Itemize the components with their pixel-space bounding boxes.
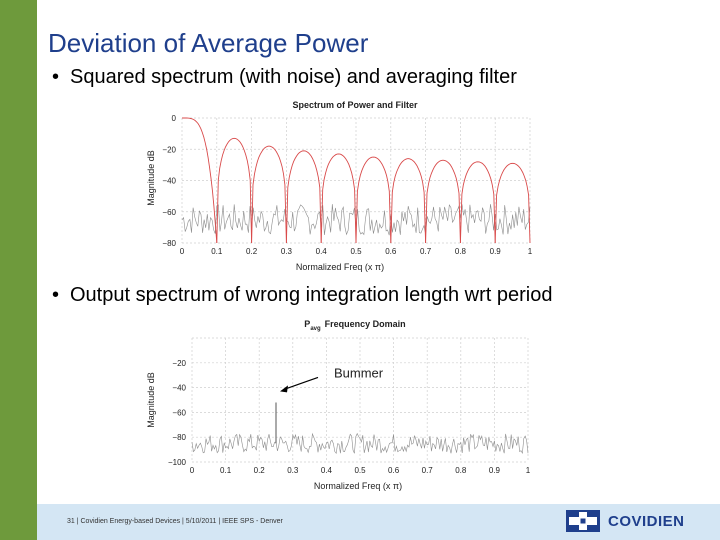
chart-2-x-tick-label: 0.7 (422, 466, 434, 475)
footer-bar: 31 | Covidien Energy-based Devices | 5/1… (37, 504, 720, 540)
chart-1-filter-lobe (182, 117, 218, 244)
chart-2-title-p: P (304, 319, 310, 329)
chart-2-plot-area: 0 0.1 0.2 0.3 0.4 0.5 0.6 0.7 0.8 0.9 1 −20 −40 −60 −8… (168, 337, 531, 475)
chart-1-y-tick-label: −60 (162, 208, 176, 217)
chart-2-x-tick-label: 0.3 (287, 466, 299, 475)
chart-2-annotation-arrow (283, 376, 319, 390)
chart-1-x-tick-label: 0.1 (211, 247, 223, 256)
chart-1-y-tick-label: −80 (162, 239, 176, 248)
chart-1-filter-lobe (355, 156, 392, 244)
chart-2-x-tick-label: 0 (190, 466, 195, 475)
chart-1-x-tick-label: 0.4 (316, 247, 328, 256)
chart-2-xlabel: Normalized Freq (x π) (314, 481, 402, 491)
chart-1-x-tick-label: 0 (180, 247, 185, 256)
chart-1-x-tick-label: 0.6 (385, 247, 397, 256)
chart-1-x-tick-label: 1 (528, 247, 533, 256)
chart-1-filter-lobe (251, 145, 287, 244)
chart-1-filter-lobe (425, 159, 461, 244)
sidebar-accent (0, 0, 37, 540)
chart-2-y-tick-label: −20 (172, 359, 186, 368)
bullet-item-1: • Squared spectrum (with noise) and avera… (52, 66, 517, 89)
chart-1-x-tick-label: 0.8 (455, 247, 467, 256)
bullet-marker: • (52, 284, 60, 306)
chart-1-ylabel: Magnitude dB (146, 150, 156, 206)
chart-2-title-rest: Frequency Domain (325, 319, 406, 329)
chart-2-x-tick-label: 0.6 (388, 466, 400, 475)
bullet-text-1: Squared spectrum (with noise) and averag… (70, 66, 517, 88)
chart-2-x-tick-label: 1 (526, 466, 531, 475)
logo-text: COVIDIEN (608, 512, 685, 530)
chart-2-x-tick-label: 0.1 (220, 466, 232, 475)
chart-2-x-tick-label: 0.8 (455, 466, 467, 475)
chart-2-y-tick-label: −100 (168, 458, 187, 467)
chart-1-title: Spectrum of Power and Filter (292, 100, 418, 110)
bullet-text-2: Output spectrum of wrong integration len… (70, 284, 553, 306)
covidien-cross-icon (566, 510, 600, 532)
chart-2-x-tick-label: 0.2 (254, 466, 266, 475)
chart-2-annotation-label: Bummer (334, 365, 384, 380)
chart-1-filter-lobe (216, 137, 253, 244)
chart-2-title-sub: avg (310, 326, 321, 332)
chart-1-filter-lobe (459, 161, 496, 244)
chart-1-y-tick-label: −20 (162, 145, 176, 154)
chart-2-ylabel: Magnitude dB (146, 372, 156, 428)
chart-1-plot-area: 0 0.1 0.2 0.3 0.4 0.5 0.6 0.7 0.8 0.9 1 0 −20 −40 −60 −… (162, 114, 532, 256)
chart-2-x-tick-label: 0.4 (321, 466, 333, 475)
chart-1-y-tick-label: −40 (162, 177, 176, 186)
chart-1-x-tick-label: 0.7 (420, 247, 432, 256)
chart-pavg-frequency-domain: Pavg Frequency Domain 0 0.1 0.2 0.3 0.4 0.5 0.6… (146, 319, 531, 491)
chart-1-filter-lobe (494, 162, 531, 244)
chart-2-annotation-arrowhead (280, 385, 288, 393)
chart-1-y-tick-label: 0 (172, 114, 177, 123)
chart-2-y-tick-label: −80 (172, 433, 186, 442)
chart-1-x-tick-label: 0.5 (350, 247, 362, 256)
chart-1-x-tick-label: 0.9 (490, 247, 502, 256)
chart-1-x-tick-label: 0.3 (281, 247, 293, 256)
chart-2-y-tick-label: −40 (172, 384, 186, 393)
chart-2-y-tick-label: −60 (172, 408, 186, 417)
chart-2-x-tick-label: 0.5 (354, 466, 366, 475)
chart-spectrum-power-filter: Spectrum of Power and Filter 0 0.1 0.2 0.3 0… (146, 100, 533, 272)
chart-2-title: Pavg Frequency Domain (304, 319, 405, 332)
chart-1-filter-lobe (390, 158, 427, 244)
bullet-marker: • (52, 66, 60, 88)
slide-title: Deviation of Average Power (48, 28, 369, 58)
chart-1-x-tick-label: 0.2 (246, 247, 258, 256)
chart-1-filter-lobe (320, 153, 357, 244)
chart-2-noise-series (191, 432, 529, 455)
covidien-logo: COVIDIEN (566, 508, 685, 534)
chart-1-filter-lobe (285, 150, 322, 244)
footer-text: 31 | Covidien Energy-based Devices | 5/1… (67, 518, 283, 525)
bullet-item-2: • Output spectrum of wrong integration le… (52, 284, 552, 307)
chart-1-xlabel: Normalized Freq (x π) (296, 262, 384, 272)
chart-2-x-tick-label: 0.9 (489, 466, 501, 475)
